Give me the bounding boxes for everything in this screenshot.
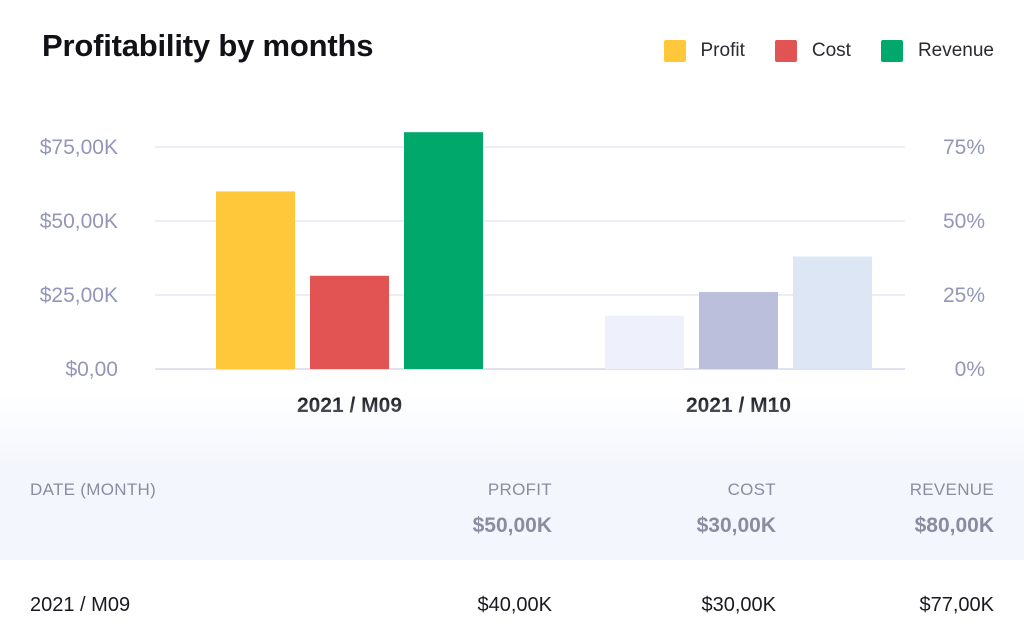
table-header xyxy=(0,465,1024,560)
row-revenue: $77,00K xyxy=(919,594,994,616)
col-header-cost[interactable]: COST xyxy=(727,480,776,499)
col-header-profit[interactable]: PROFIT xyxy=(487,480,552,499)
y-left-tick-label: $0,00 xyxy=(65,358,118,381)
bar xyxy=(216,191,295,369)
legend-label-profit: Profit xyxy=(700,40,745,61)
y-right-tick-label: 50% xyxy=(943,210,985,233)
bar xyxy=(605,315,684,369)
legend-swatch-profit xyxy=(663,40,686,62)
y-left-tick-label: $75,00K xyxy=(40,136,118,159)
row-date: 2021 / M09 xyxy=(30,594,131,616)
legend-item-revenue[interactable]: Revenue xyxy=(880,40,994,62)
total-revenue: $80,00K xyxy=(914,514,994,537)
legend-swatch-cost xyxy=(774,40,797,62)
total-cost: $30,00K xyxy=(696,514,776,537)
y-left-tick-label: $25,00K xyxy=(40,284,118,307)
y-right-tick-label: 0% xyxy=(955,358,985,381)
total-profit: $50,00K xyxy=(472,514,552,537)
bar xyxy=(699,292,778,369)
y-right-tick-label: 25% xyxy=(943,284,985,307)
col-header-date[interactable]: DATE (MONTH) xyxy=(30,480,157,499)
legend-item-cost[interactable]: Cost xyxy=(774,40,851,62)
table-fade xyxy=(0,395,1024,465)
legend-label-revenue: Revenue xyxy=(917,40,994,61)
legend-label-cost: Cost xyxy=(811,40,851,61)
y-left-tick-label: $50,00K xyxy=(40,210,118,233)
bar xyxy=(793,256,872,369)
legend-swatch-revenue xyxy=(880,40,903,62)
chart-legend: Profit Cost Revenue xyxy=(634,40,994,62)
row-cost: $30,00K xyxy=(701,594,776,616)
bar-chart: $0,000%$25,00K25%$50,00K50%$75,00K75%202… xyxy=(40,132,985,417)
y-right-tick-label: 75% xyxy=(943,136,985,159)
bar xyxy=(310,275,389,369)
col-header-revenue[interactable]: REVENUE xyxy=(909,480,994,499)
row-profit: $40,00K xyxy=(477,594,552,616)
legend-item-profit[interactable]: Profit xyxy=(663,40,745,62)
bar xyxy=(404,132,483,369)
chart-title: Profitability by months xyxy=(42,28,374,63)
